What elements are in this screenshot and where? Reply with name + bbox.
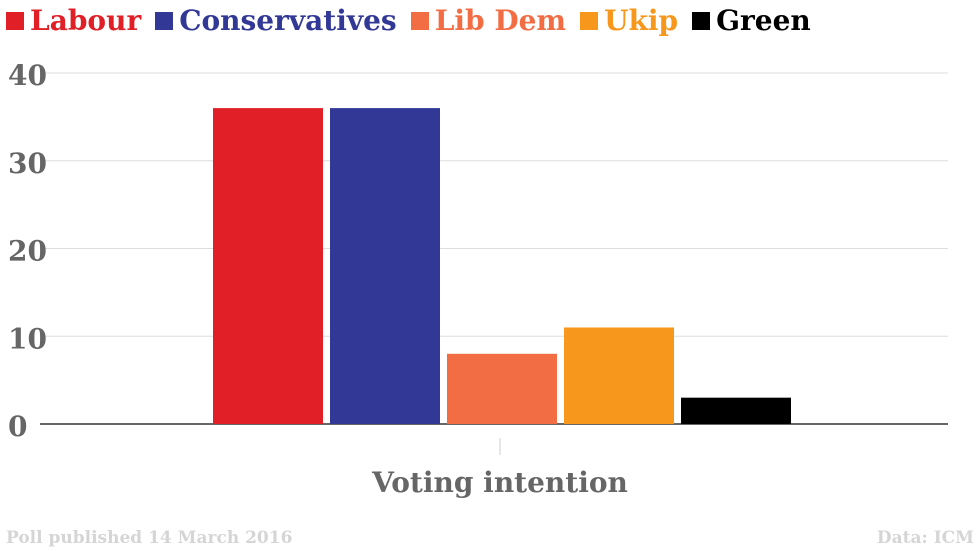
legend-item: Lib Dem: [410, 4, 567, 37]
footer-source: Data: ICM: [876, 528, 974, 548]
legend-item: Green: [692, 4, 811, 37]
y-tick-label: 20: [8, 235, 47, 268]
legend-item: Conservatives: [155, 4, 397, 37]
legend-label: Labour: [30, 4, 142, 37]
bar-ukip: [564, 327, 674, 424]
y-tick-label: 30: [8, 147, 47, 180]
legend-swatch: [155, 11, 174, 30]
legend: Labour Conservatives Lib Dem Ukip Green: [6, 4, 811, 37]
footer-poll-date: Poll published 14 March 2016: [6, 528, 293, 548]
legend-item: Ukip: [580, 4, 678, 37]
legend-label: Green: [716, 4, 811, 37]
bar-labour: [213, 108, 323, 424]
legend-label: Ukip: [604, 4, 679, 37]
legend-swatch: [580, 11, 599, 30]
y-tick-label: 40: [8, 59, 47, 92]
bar-lib-dem: [447, 353, 557, 424]
y-tick-label: 10: [8, 322, 47, 355]
legend-swatch: [410, 11, 429, 30]
legend-label: Conservatives: [179, 4, 397, 37]
bar-conservatives: [330, 108, 440, 424]
bar-green: [681, 397, 791, 424]
legend-item: Labour: [6, 4, 141, 37]
legend-swatch: [692, 11, 711, 30]
x-axis-label: Voting intention: [371, 466, 628, 499]
legend-label: Lib Dem: [434, 4, 567, 37]
y-tick-label: 0: [8, 410, 27, 443]
legend-swatch: [6, 11, 24, 30]
